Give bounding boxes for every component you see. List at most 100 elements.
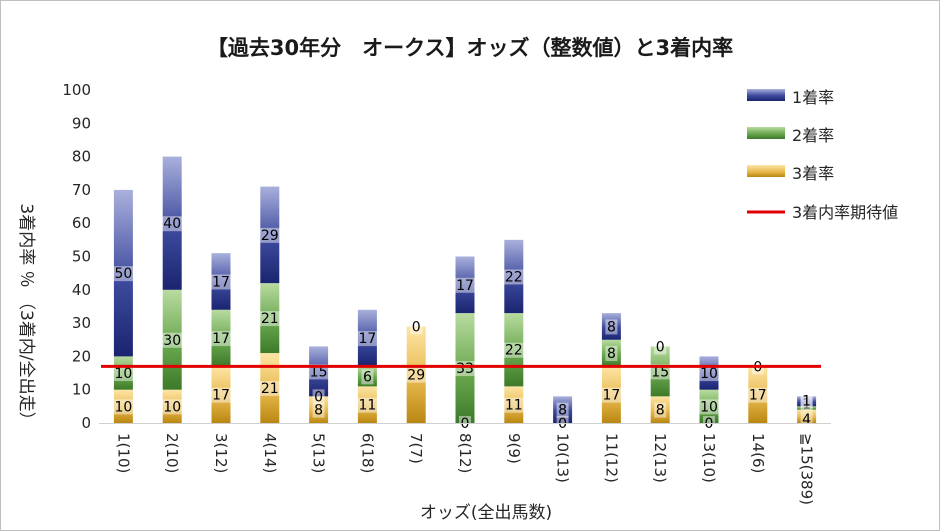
data-label: 17 xyxy=(749,388,767,404)
bar-segment-3rd xyxy=(748,366,768,423)
data-label-bg xyxy=(211,387,231,403)
bar-segment-2nd xyxy=(504,313,524,387)
chart-title: 【過去30年分 オークス】オッズ（整数値）と3着内率 xyxy=(207,36,733,60)
y-tick-label: 100 xyxy=(62,81,91,99)
x-tick-label: 6(18) xyxy=(358,433,376,473)
data-label: 8 xyxy=(607,346,616,362)
data-label: 21 xyxy=(261,381,279,397)
data-label: 17 xyxy=(212,274,230,290)
x-axis-title: オッズ(全出馬数) xyxy=(420,503,552,523)
data-label: 8 xyxy=(314,403,323,419)
data-label-bg xyxy=(503,397,524,413)
data-label-bg xyxy=(211,274,231,290)
data-label-bg xyxy=(312,402,325,418)
data-label-bg xyxy=(406,367,427,383)
bar-segment-2nd xyxy=(455,313,475,423)
bar-segment-1st xyxy=(455,256,475,314)
bar-segment-3rd xyxy=(211,366,231,423)
x-tick-label: 10(13) xyxy=(554,433,572,483)
data-label-bg xyxy=(605,319,618,335)
bar-segment-2nd xyxy=(113,356,133,390)
data-label-bg xyxy=(113,399,134,415)
data-label: 0 xyxy=(314,389,323,405)
data-label-bg xyxy=(800,396,813,412)
data-label-bg xyxy=(259,381,280,397)
x-tick-label: 7(7) xyxy=(407,433,425,464)
legend-label: 3着内率期待値 xyxy=(792,203,898,222)
data-label-bg xyxy=(113,366,134,382)
data-label-bg xyxy=(162,216,183,232)
y-tick-label: 70 xyxy=(72,181,91,199)
bar-segment-1st xyxy=(504,239,524,314)
y-tick-label: 10 xyxy=(72,381,91,399)
data-label: 22 xyxy=(505,269,523,285)
data-label-bg xyxy=(455,361,475,377)
data-label-bg xyxy=(556,402,569,418)
legend-swatch xyxy=(747,127,785,139)
data-label: 21 xyxy=(261,311,279,327)
data-label-bg xyxy=(308,364,329,380)
data-label: 8 xyxy=(656,403,665,419)
bar-segment-1st xyxy=(601,313,621,340)
data-label: 0 xyxy=(656,339,665,355)
bar-segment-1st xyxy=(553,396,573,423)
data-label-bg xyxy=(605,346,618,362)
bar-segment-1st xyxy=(162,156,182,290)
bar-segment-2nd xyxy=(699,389,719,423)
data-label: 33 xyxy=(456,361,474,377)
data-label: 29 xyxy=(261,228,279,244)
data-label: 10 xyxy=(114,399,132,415)
data-label-bg xyxy=(113,266,134,282)
legend-swatch xyxy=(747,165,785,177)
data-label-bg xyxy=(503,269,524,285)
data-label-bg xyxy=(259,311,280,327)
data-label: 8 xyxy=(558,403,567,419)
y-tick-label: 90 xyxy=(72,114,91,132)
data-label-bg xyxy=(162,332,183,348)
data-label-bg xyxy=(503,342,524,358)
bar-segment-2nd xyxy=(260,283,280,354)
data-label-bg xyxy=(654,402,667,418)
data-label: 40 xyxy=(163,216,181,232)
data-label: 10 xyxy=(114,366,132,382)
bar-segment-2nd xyxy=(357,366,377,387)
data-label-bg xyxy=(259,227,280,243)
y-tick-label: 60 xyxy=(72,214,91,232)
data-label: 10 xyxy=(700,366,718,382)
bar-segment-3rd xyxy=(260,353,280,423)
legend-label: 1着率 xyxy=(792,88,834,107)
data-label-bg xyxy=(650,364,671,380)
bar-segment-3rd xyxy=(309,396,329,423)
y-tick-label: 50 xyxy=(72,248,91,266)
bar-segment-3rd xyxy=(797,409,817,423)
legend-label: 3着率 xyxy=(792,164,834,183)
legend-swatch xyxy=(747,89,785,101)
y-axis: 0 10 20 30 40 50 60 70 80 90 100 xyxy=(62,81,91,432)
data-label-bg xyxy=(410,319,423,335)
data-label: 1 xyxy=(802,397,811,413)
data-label: 11 xyxy=(505,398,523,414)
bar-segment-1st xyxy=(309,346,329,397)
bar-segment-1st xyxy=(797,396,817,407)
bar-segment-3rd xyxy=(357,386,377,423)
bar-segment-1st xyxy=(699,356,719,390)
bar-segment-2nd xyxy=(162,289,182,390)
bar-segment-1st xyxy=(113,189,133,357)
bar-segment-1st xyxy=(211,253,231,310)
data-label-bg xyxy=(699,366,719,382)
data-label-bg xyxy=(162,399,183,415)
x-axis: 1(10) 2(10) 3(12) 4(14) 5(13) 6(18) 7(7) 8(12) 9… xyxy=(99,423,831,505)
data-label: 50 xyxy=(114,266,132,282)
data-label-bg xyxy=(455,277,475,293)
x-tick-label: 13(10) xyxy=(700,433,718,483)
data-label: 17 xyxy=(602,388,620,404)
data-label-bg xyxy=(312,389,325,405)
x-tick-label: 11(12) xyxy=(602,433,620,483)
data-label-bg xyxy=(654,339,667,355)
bar-segment-3rd xyxy=(162,389,182,423)
bar-segment-3rd xyxy=(650,396,670,423)
bar-segment-2nd xyxy=(797,406,817,410)
data-label: 17 xyxy=(456,278,474,294)
x-tick-label: 4(14) xyxy=(261,433,279,473)
